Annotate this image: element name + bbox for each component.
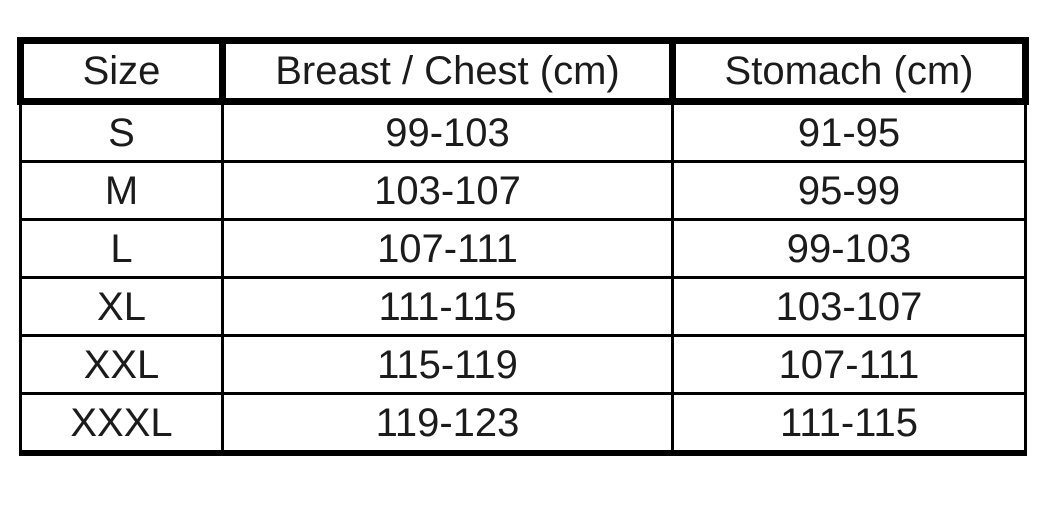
size-cell: XXL <box>19 334 224 395</box>
breast-chest-cell: 103-107 <box>221 160 674 221</box>
size-chart-table: Size Breast / Chest (cm) Stomach (cm) S … <box>17 37 1029 456</box>
table-row: XL 111-115 103-107 <box>19 276 1027 337</box>
breast-chest-cell: 111-115 <box>221 276 674 337</box>
table-row: XXXL 119-123 111-115 <box>19 392 1027 455</box>
size-cell: XXXL <box>19 392 224 455</box>
size-cell: S <box>19 100 224 163</box>
table-row: L 107-111 99-103 <box>19 218 1027 279</box>
stomach-cell: 91-95 <box>671 100 1027 163</box>
size-cell: M <box>19 160 224 221</box>
breast-chest-cell: 119-123 <box>221 392 674 455</box>
size-cell: XL <box>19 276 224 337</box>
stomach-cell: 107-111 <box>671 334 1027 395</box>
header-row: Size Breast / Chest (cm) Stomach (cm) <box>17 37 1029 105</box>
breast-chest-cell: 99-103 <box>221 100 674 163</box>
col-header-stomach: Stomach (cm) <box>669 37 1029 105</box>
size-cell: L <box>19 218 224 279</box>
breast-chest-cell: 115-119 <box>221 334 674 395</box>
stomach-cell: 111-115 <box>671 392 1027 455</box>
stomach-cell: 99-103 <box>671 218 1027 279</box>
stomach-cell: 95-99 <box>671 160 1027 221</box>
col-header-size: Size <box>17 37 226 105</box>
table-row: S 99-103 91-95 <box>19 100 1027 163</box>
stomach-cell: 103-107 <box>671 276 1027 337</box>
col-header-breast-chest: Breast / Chest (cm) <box>219 37 676 105</box>
table-row: XXL 115-119 107-111 <box>19 334 1027 395</box>
breast-chest-cell: 107-111 <box>221 218 674 279</box>
table-row: M 103-107 95-99 <box>19 160 1027 221</box>
